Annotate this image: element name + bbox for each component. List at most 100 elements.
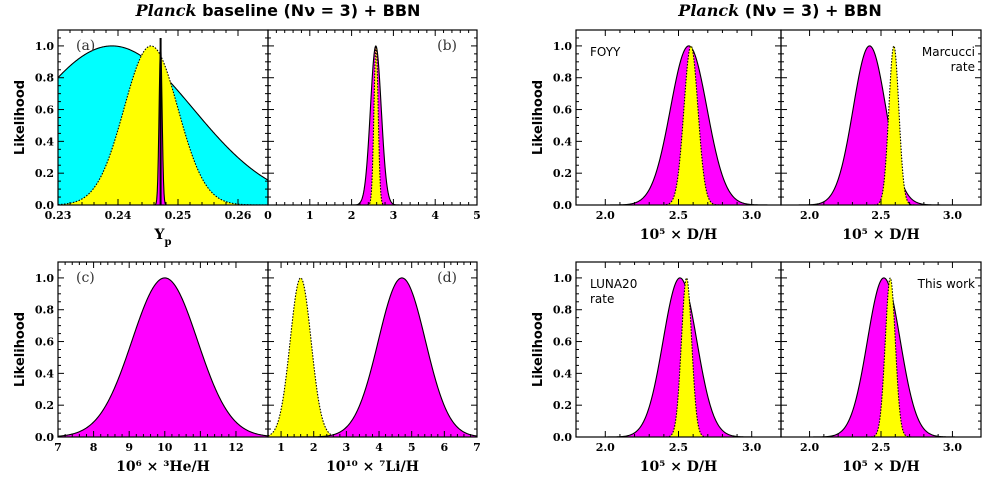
x-tick-label: 6 <box>441 441 449 454</box>
x-tick-label: 1 <box>306 209 314 222</box>
y-tick-label: 0.4 <box>35 367 54 380</box>
x-tick-label: 7 <box>54 441 62 454</box>
x-tick-label: 3 <box>343 441 351 454</box>
x-tick-label: 10 <box>157 441 173 454</box>
left-title-italic: Planck <box>135 1 197 20</box>
y-tick-label: 0.8 <box>553 304 572 317</box>
x-tick-label: 3.0 <box>742 209 761 222</box>
x-tick-label: 2.0 <box>596 441 615 454</box>
series-magenta-fill <box>268 277 477 437</box>
y-tick-label: 0.2 <box>553 167 572 180</box>
plot-frame-h <box>780 261 982 438</box>
y-tick-label: 0.2 <box>35 399 54 412</box>
x-axis-label: Yp <box>154 227 172 248</box>
y-tick-label: 0.4 <box>553 135 572 148</box>
plot-frame-d <box>267 261 478 438</box>
x-tick-label: 0.23 <box>45 209 72 222</box>
plot-frame-b <box>267 29 478 206</box>
panel-g: 2.0 2.5 3.0 0.0 0.2 0.4 0.6 0.8 1.0 Likelihood 10⁵… <box>531 261 782 475</box>
panel-c: 7 8 9 10 11 12 0.0 0.2 0.4 0.6 0.8 1.0 Likelihood 10⁶… <box>13 261 269 475</box>
y-tick-label: 0.0 <box>553 199 572 212</box>
y-tick-label: 1.0 <box>553 40 572 53</box>
panel-label-c: (c) <box>76 270 95 286</box>
panel-e: 2.0 2.5 3.0 0.0 0.2 0.4 0.6 0.8 1.0 Likelihood 10⁵… <box>531 29 782 243</box>
y-axis-label: Likelihood <box>13 312 28 387</box>
series-magenta-fill <box>576 45 781 205</box>
x-axis-label: 10⁶ × ³He/H <box>116 459 210 475</box>
series-yellow-fill <box>58 45 268 205</box>
x-tick-label: 2 <box>348 209 356 222</box>
series-magenta-outline <box>58 47 268 205</box>
series-yellow-outline <box>576 45 781 205</box>
y-tick-label: 0.4 <box>553 367 572 380</box>
x-axis-label: 10¹⁰ × ⁷Li/H <box>326 459 419 475</box>
panel-label-d: (d) <box>437 270 457 286</box>
curves-e <box>576 45 781 205</box>
y-tick-label: 0.2 <box>553 399 572 412</box>
panel-annotation-f: Marcucci <box>922 45 975 59</box>
series-yellow-outline <box>58 45 268 205</box>
right-title-rest: (Nν = 3) + BBN <box>739 1 882 20</box>
curves-d <box>268 277 477 437</box>
y-tick-label: 1.0 <box>35 272 54 285</box>
x-tick-label: 5 <box>408 441 416 454</box>
x-tick-label: 3 <box>390 209 398 222</box>
series-magenta-fill <box>781 277 981 437</box>
y-tick-label: 1.0 <box>35 40 54 53</box>
x-axis-label: 10⁵ × D/H <box>640 227 718 243</box>
series-yellow-outline <box>576 277 781 437</box>
x-tick-label: 4 <box>375 441 383 454</box>
series-yellow-fill <box>576 45 781 205</box>
x-tick-label: 11 <box>193 441 208 454</box>
x-tick-label: 2.5 <box>669 441 688 454</box>
y-tick-label: 0.6 <box>553 104 572 117</box>
right-title-italic: Planck <box>678 1 740 20</box>
x-tick-label: 9 <box>125 441 133 454</box>
y-axis-label: Likelihood <box>531 80 546 155</box>
panel-label-b: (b) <box>437 38 457 54</box>
x-tick-label: 2.5 <box>871 209 890 222</box>
series-magenta-outline <box>58 277 268 437</box>
x-tick-label: 3.0 <box>943 441 962 454</box>
y-tick-label: 0.4 <box>35 135 54 148</box>
series-yellow-fill <box>268 277 477 437</box>
x-axis-label: 10⁵ × D/H <box>842 227 920 243</box>
left-title-rest: baseline (Nν = 3) + BBN <box>196 1 421 20</box>
y-axis-label: Likelihood <box>13 80 28 155</box>
panel-d: 1 2 3 4 5 6 7 10¹⁰ × ⁷Li/H (d) <box>267 261 481 475</box>
x-tick-label: 2.0 <box>800 441 819 454</box>
panel-annotation-e: FOYY <box>590 45 621 59</box>
x-tick-label: 1 <box>277 441 285 454</box>
x-tick-label: 7 <box>473 441 481 454</box>
x-axis-label: 10⁵ × D/H <box>640 459 718 475</box>
panel-a: 0.23 0.24 0.25 0.26 0.0 0.2 0.4 0.6 0.8 1.0 Likeli… <box>13 29 269 248</box>
panel-annotation-g: rate <box>590 292 614 306</box>
y-tick-label: 1.0 <box>553 272 572 285</box>
y-tick-label: 0.0 <box>35 431 54 444</box>
x-tick-label: 0 <box>264 209 272 222</box>
y-tick-label: 0.6 <box>35 104 54 117</box>
series-magenta-outline <box>268 45 477 205</box>
x-tick-label: 3.0 <box>943 209 962 222</box>
series-magenta-fill <box>58 277 268 437</box>
x-tick-label: 2.5 <box>871 441 890 454</box>
x-tick-label: 3.0 <box>742 441 761 454</box>
x-tick-label: 2.0 <box>596 209 615 222</box>
x-axis-label: 10⁵ × D/H <box>842 459 920 475</box>
x-tick-label: 2.5 <box>669 209 688 222</box>
curves-h <box>781 277 981 437</box>
series-yellow-outline <box>268 277 477 437</box>
x-tick-label: 2 <box>310 441 318 454</box>
x-tick-label: 0.24 <box>105 209 132 222</box>
y-tick-label: 0.0 <box>35 199 54 212</box>
y-axis-label: Likelihood <box>531 312 546 387</box>
panel-annotation-f: rate <box>951 60 975 74</box>
x-tick-label: 0.26 <box>225 209 252 222</box>
panel-b: 0 1 2 3 4 5 (b) <box>264 29 481 222</box>
y-tick-label: 0.8 <box>35 72 54 85</box>
y-tick-label: 0.2 <box>35 167 54 180</box>
x-tick-label: 12 <box>228 441 243 454</box>
series-magenta-fill <box>576 277 781 437</box>
